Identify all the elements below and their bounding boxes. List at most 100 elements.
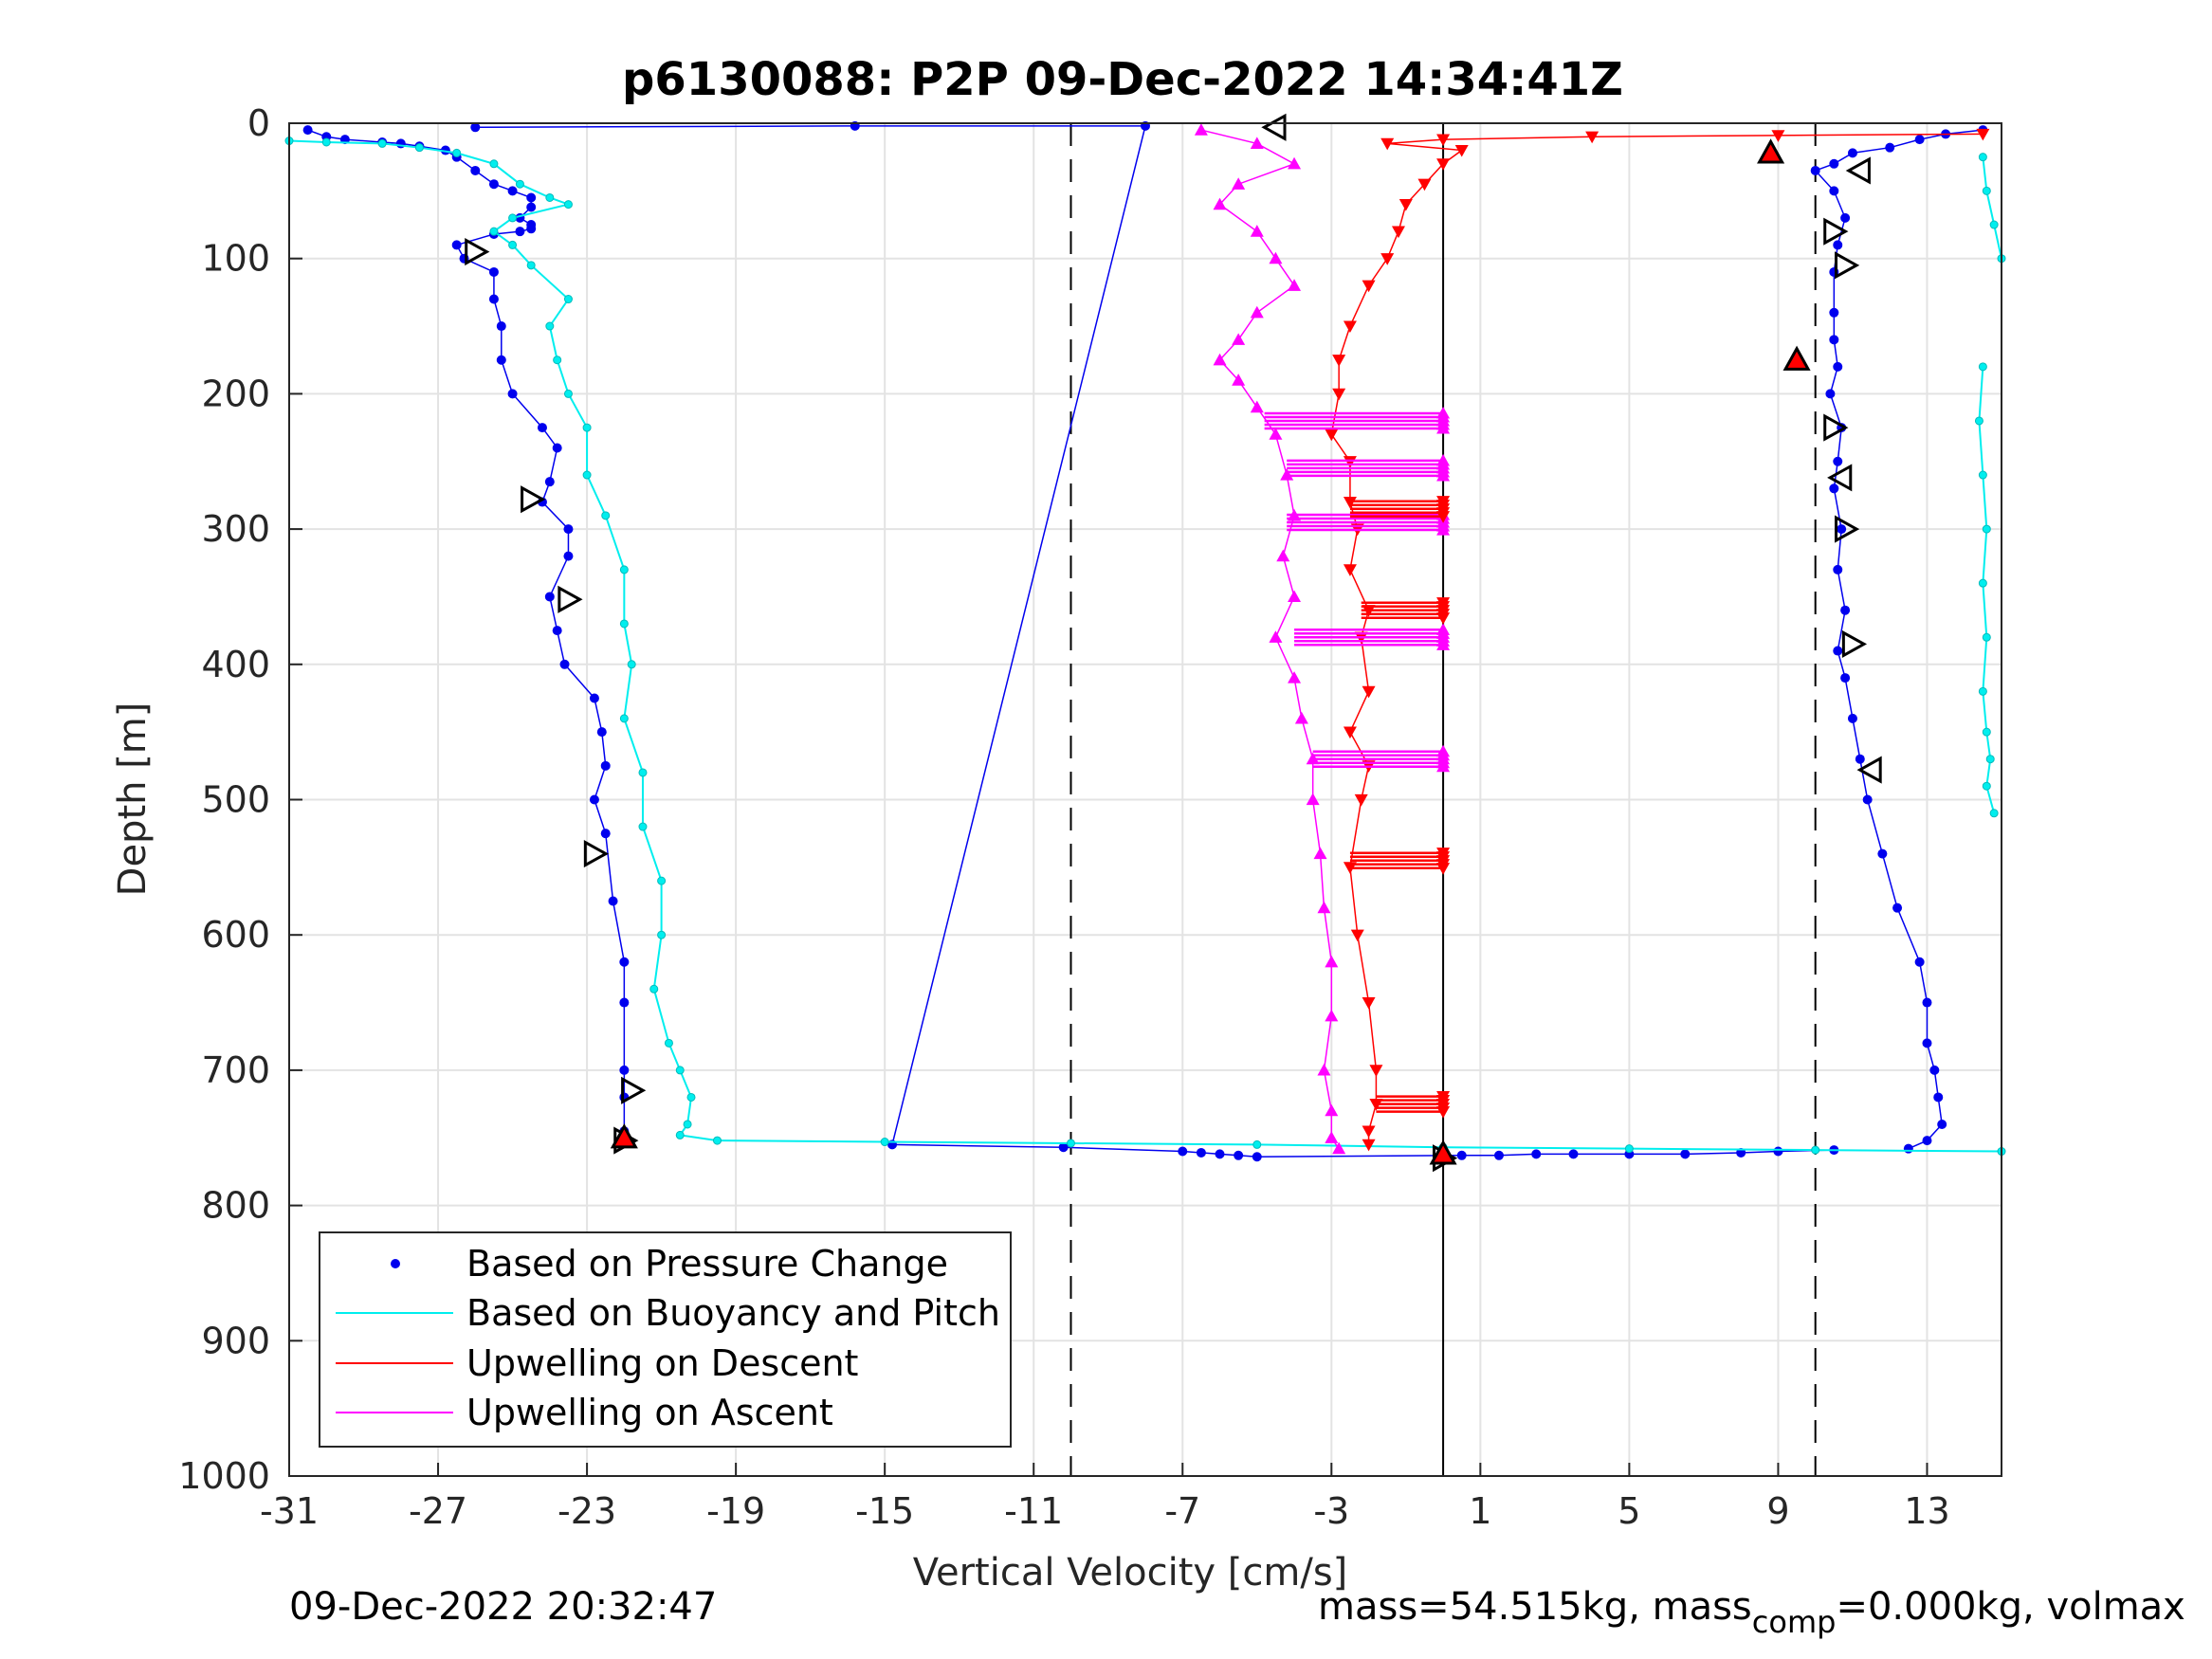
open-triangle-marker xyxy=(1823,413,1849,442)
footer-mass-info: mass=54.515kg, masscomp=0.000kg, volmax xyxy=(1318,1585,2185,1640)
upwelling-on-descent-point xyxy=(1350,929,1364,942)
based-on-buoyancy-and-pitch-point xyxy=(1982,727,1991,737)
footer-timestamp: 09-Dec-2022 20:32:47 xyxy=(289,1585,718,1629)
upwelling-on-descent-burst-point xyxy=(1436,511,1451,523)
based-on-pressure-change-point xyxy=(302,125,313,136)
upwelling-on-ascent-point xyxy=(1288,671,1302,684)
upwelling-on-ascent-burst-point xyxy=(1436,759,1451,773)
open-triangle-marker xyxy=(1823,217,1849,246)
based-on-pressure-change-point xyxy=(1773,1146,1783,1157)
based-on-buoyancy-and-pitch-point xyxy=(675,1066,685,1075)
based-on-buoyancy-and-pitch-point xyxy=(638,822,648,831)
x-tick-label: 13 xyxy=(1904,1490,1949,1532)
upwelling-on-descent-burst-point xyxy=(1436,863,1451,875)
based-on-pressure-change-point xyxy=(1847,713,1857,723)
upwelling-on-descent-point xyxy=(1332,388,1346,401)
upwelling-on-descent-point xyxy=(1343,320,1357,334)
upwelling-on-ascent-point xyxy=(1325,1131,1339,1143)
based-on-pressure-change-point xyxy=(1810,165,1820,175)
based-on-pressure-change-point xyxy=(1833,456,1843,466)
upwelling-on-descent-point xyxy=(1380,253,1395,265)
based-on-buoyancy-and-pitch-point xyxy=(1066,1139,1075,1148)
upwelling-on-ascent-point xyxy=(1317,1063,1331,1076)
upwelling-on-ascent-point xyxy=(1250,400,1264,413)
y-tick-label: 500 xyxy=(201,779,270,821)
based-on-buoyancy-and-pitch-point xyxy=(489,227,499,236)
based-on-buoyancy-and-pitch-point xyxy=(1982,781,1991,791)
open-triangle-marker xyxy=(1827,464,1853,492)
based-on-buoyancy-and-pitch-point xyxy=(1252,1139,1262,1149)
based-on-pressure-change-point xyxy=(1840,212,1851,223)
based-on-pressure-change-point xyxy=(544,592,555,602)
upwelling-on-descent-point xyxy=(1325,428,1339,442)
upwelling-on-ascent-point xyxy=(1250,137,1264,150)
based-on-pressure-change-point xyxy=(1680,1149,1691,1159)
based-on-pressure-change-point xyxy=(1825,389,1836,399)
upwelling-on-descent-point xyxy=(1362,1125,1376,1139)
upwelling-on-ascent-point xyxy=(1306,793,1320,806)
based-on-pressure-change-point xyxy=(488,266,499,277)
x-tick-label: -31 xyxy=(260,1490,319,1532)
based-on-buoyancy-and-pitch-point xyxy=(414,143,424,153)
based-on-pressure-change-point xyxy=(1885,142,1895,153)
based-on-buoyancy-and-pitch-point xyxy=(1982,632,1991,642)
based-on-pressure-change-point xyxy=(507,389,518,399)
upwelling-on-ascent-burst-point xyxy=(1436,522,1451,536)
upwelling-on-descent-point xyxy=(1585,131,1600,144)
upwelling-on-descent-point xyxy=(1362,1139,1376,1152)
y-tick-label: 600 xyxy=(201,914,270,956)
based-on-buoyancy-and-pitch-point xyxy=(489,159,499,169)
x-tick-label: -7 xyxy=(1164,1490,1200,1532)
y-tick-label: 100 xyxy=(201,238,270,280)
red-triangle-marker xyxy=(1782,345,1811,371)
based-on-pressure-change-point xyxy=(608,896,618,906)
x-tick-label: -11 xyxy=(1004,1490,1063,1532)
upwelling-on-ascent-point xyxy=(1317,901,1331,914)
based-on-pressure-change-point xyxy=(1877,848,1888,859)
based-on-pressure-change-point xyxy=(596,727,607,738)
based-on-pressure-change-point xyxy=(1922,1136,1932,1146)
based-on-buoyancy-and-pitch-point xyxy=(1624,1144,1634,1154)
based-on-pressure-change-point xyxy=(1862,794,1873,805)
based-on-pressure-change-point xyxy=(1829,335,1839,345)
legend: Based on Pressure Change Based on Buoyan… xyxy=(319,1231,1012,1448)
based-on-buoyancy-and-pitch-point xyxy=(1811,1145,1820,1155)
upwelling-on-descent-point xyxy=(1454,144,1469,157)
upwelling-on-ascent-point xyxy=(1288,279,1302,291)
y-tick-label: 200 xyxy=(201,373,270,414)
legend-box xyxy=(319,1231,1012,1448)
upwelling-on-descent-point xyxy=(1362,996,1376,1010)
upwelling-on-ascent-point xyxy=(1288,156,1302,170)
x-tick-label: 5 xyxy=(1618,1490,1640,1532)
based-on-pressure-change-point xyxy=(619,957,630,967)
footer-mass-tail: =0.000kg, volmax xyxy=(1836,1585,2185,1629)
based-on-buoyancy-and-pitch-point xyxy=(1982,186,1991,195)
upwelling-on-descent-point xyxy=(1436,134,1451,147)
based-on-pressure-change-point xyxy=(1840,673,1851,684)
based-on-pressure-change-point xyxy=(619,1065,630,1075)
based-on-pressure-change-point xyxy=(526,224,537,234)
based-on-pressure-change-point xyxy=(544,477,555,487)
based-on-buoyancy-and-pitch-point xyxy=(649,984,659,994)
open-triangle-marker xyxy=(583,840,610,868)
based-on-buoyancy-and-pitch-point xyxy=(1978,470,1987,480)
upwelling-on-descent-point xyxy=(1343,564,1357,576)
based-on-buoyancy-and-pitch-point xyxy=(1989,220,1999,229)
based-on-buoyancy-and-pitch-point xyxy=(1989,809,1999,818)
x-tick-label: -15 xyxy=(855,1490,914,1532)
upwelling-on-ascent-point xyxy=(1250,225,1264,237)
based-on-buoyancy-and-pitch-point xyxy=(683,1120,692,1129)
based-on-buoyancy-and-pitch-point xyxy=(657,930,667,939)
based-on-pressure-change-point xyxy=(515,227,525,237)
footer-mass-text: mass=54.515kg, mass xyxy=(1318,1585,1752,1629)
x-axis-ticks: -31 -27 -23 -19 -15 -11 -7 -3 1 5 9 13 xyxy=(260,1463,1950,1532)
reference-lines xyxy=(1069,123,1817,1476)
based-on-pressure-change-point xyxy=(1892,902,1903,913)
based-on-buoyancy-and-pitch-point xyxy=(582,470,592,480)
based-on-pressure-change-point xyxy=(619,997,630,1008)
upwelling-on-ascent-point xyxy=(1213,197,1227,210)
based-on-pressure-change-point xyxy=(1531,1149,1542,1159)
based-on-pressure-change-point xyxy=(1847,148,1857,158)
based-on-pressure-change-point xyxy=(537,423,547,433)
based-on-pressure-change-point xyxy=(1922,997,1932,1008)
